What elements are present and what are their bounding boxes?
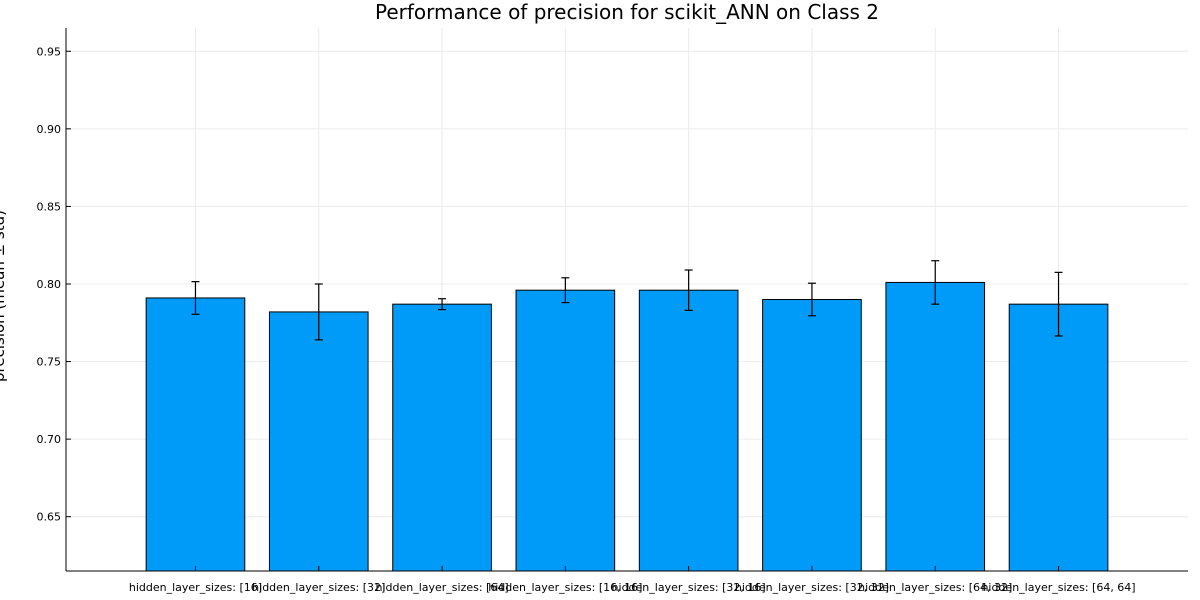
bar: [1008, 303, 1109, 572]
bar: [268, 311, 369, 572]
bar: [885, 281, 986, 572]
x-tick-label: hidden_layer_sizes: [64]: [375, 581, 508, 594]
bar: [515, 289, 616, 572]
bar: [638, 289, 739, 572]
x-tick-label: hidden_layer_sizes: [16]: [129, 581, 262, 594]
x-tick-label: hidden_layer_sizes: [64, 64]: [981, 581, 1135, 594]
x-tick-label: hidden_layer_sizes: [32, 16]: [612, 581, 766, 594]
y-tick-label: 0.90: [37, 123, 62, 136]
y-tick-label: 0.65: [37, 511, 62, 524]
y-ticks: 0.65 0.70 0.75 0.80 0.85 0.90 0.95: [37, 45, 71, 524]
x-ticks: hidden_layer_sizes: [16]hidden_layer_siz…: [129, 566, 1136, 594]
y-tick-label: 0.85: [37, 200, 62, 213]
error-bars: [191, 260, 1063, 341]
y-tick-label: 0.75: [37, 356, 62, 369]
x-tick-label: hidden_layer_sizes: [32, 32]: [735, 581, 889, 594]
bar: [392, 303, 492, 572]
bar: [762, 299, 862, 572]
y-tick-label: 0.70: [37, 433, 62, 446]
bars: [145, 281, 1109, 572]
y-tick-label: 0.80: [37, 278, 62, 291]
y-axis-label: precision (mean ± std): [0, 210, 8, 382]
axes: [65, 28, 1188, 572]
x-tick-label: hidden_layer_sizes: [16, 16]: [488, 581, 642, 594]
chart-title: Performance of precision for scikit_ANN …: [375, 0, 879, 24]
x-tick-label: hidden_layer_sizes: [32]: [252, 581, 385, 594]
x-tick-label: hidden_layer_sizes: [64, 32]: [858, 581, 1012, 594]
bar: [145, 297, 246, 572]
y-tick-label: 0.95: [37, 45, 62, 58]
